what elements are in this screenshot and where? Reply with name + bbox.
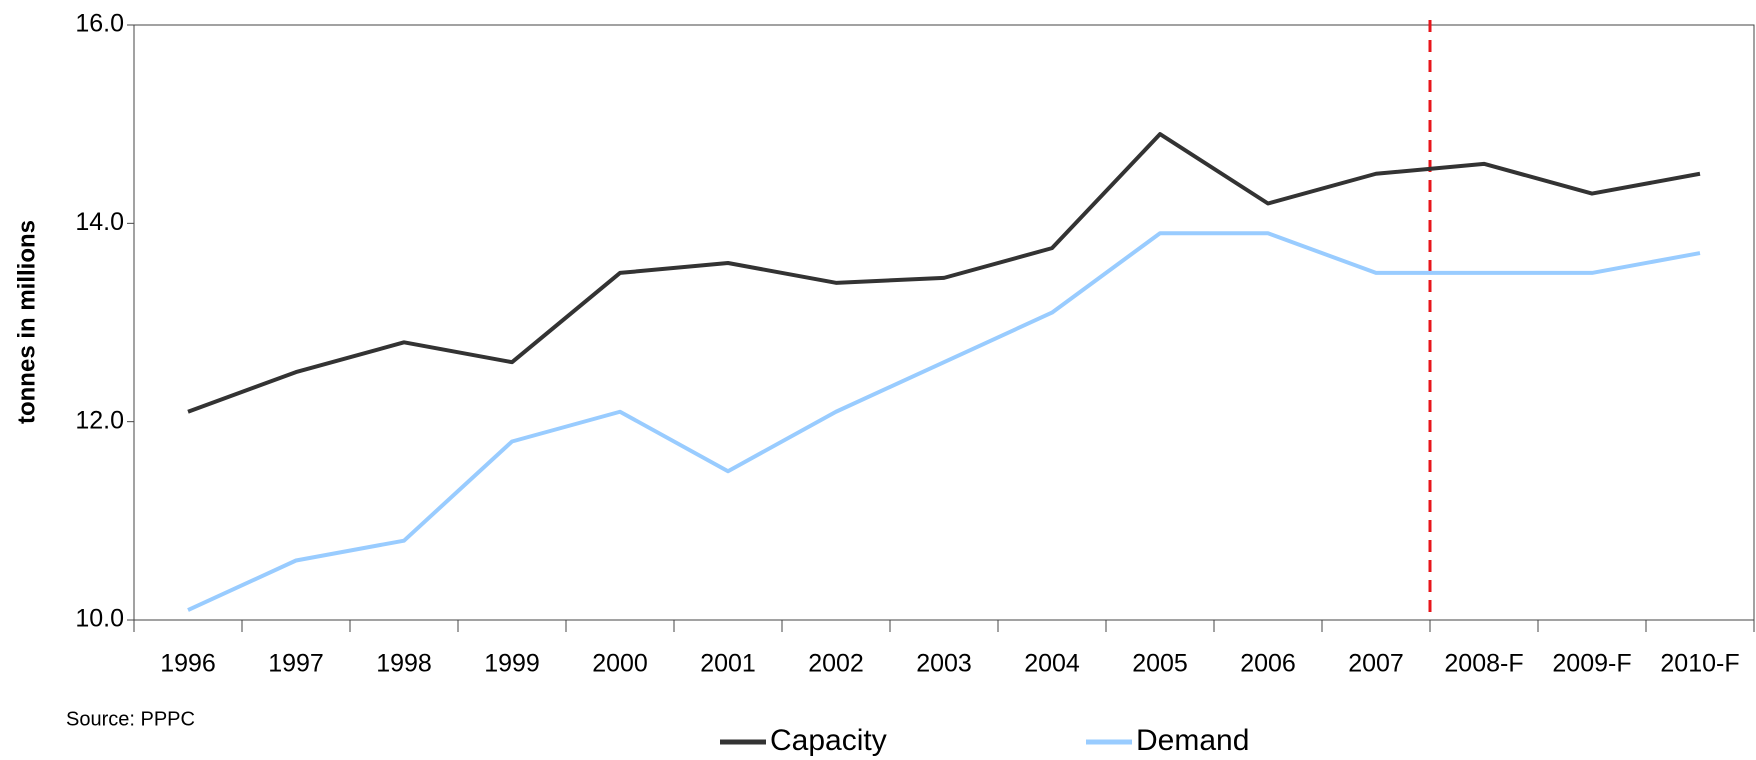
- x-tick-label: 1998: [376, 650, 432, 678]
- x-tick-label: 1999: [484, 650, 540, 678]
- y-tick-label: 14.0: [75, 208, 124, 236]
- x-tick-label: 2002: [808, 650, 864, 678]
- y-axis-label: tonnes in millions: [13, 220, 40, 424]
- y-tick-label: 12.0: [75, 406, 124, 434]
- x-tick-label: 1997: [268, 650, 324, 678]
- y-tick-label: 16.0: [75, 10, 124, 38]
- x-tick-label: 2007: [1348, 650, 1404, 678]
- legend-label: Demand: [1136, 724, 1249, 757]
- x-tick-label: 2003: [916, 650, 972, 678]
- x-tick-label: 2005: [1132, 650, 1188, 678]
- x-tick-label: 2001: [700, 650, 756, 678]
- series-line: [187, 231, 1701, 612]
- source-note: Source: PPPC: [66, 708, 195, 730]
- series-line: [187, 132, 1701, 414]
- y-tick-label: 10.0: [75, 605, 124, 633]
- x-tick-label: 2009-F: [1552, 650, 1631, 678]
- x-tick-label: 2010-F: [1660, 650, 1739, 678]
- x-tick-label: 2000: [592, 650, 648, 678]
- x-tick-label: 2004: [1024, 650, 1080, 678]
- x-tick-label: 2008-F: [1444, 650, 1523, 678]
- plot-area: [133, 24, 1755, 621]
- x-tick-label: 2006: [1240, 650, 1296, 678]
- legend-label: Capacity: [770, 724, 887, 757]
- x-tick-label: 1996: [160, 650, 216, 678]
